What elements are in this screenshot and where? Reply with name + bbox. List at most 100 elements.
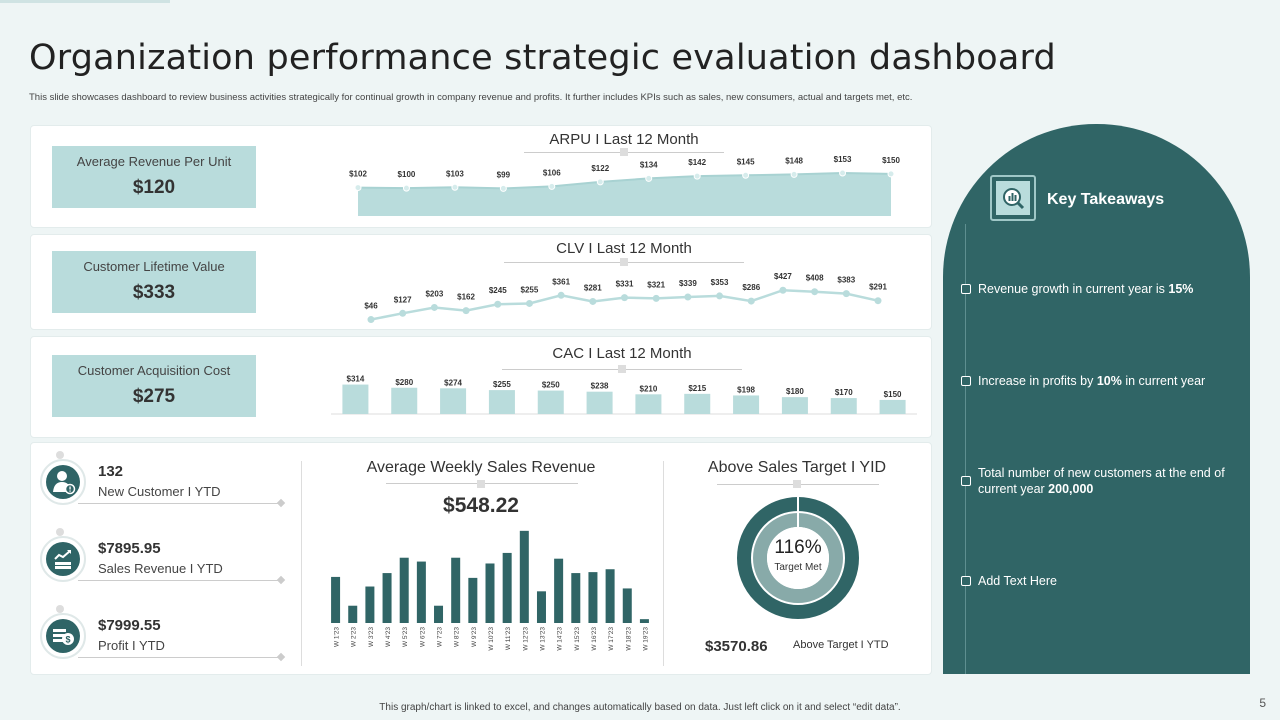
arpu-point [887, 170, 895, 178]
bottom-card: 132 New Customer I YTD $7895.95 Sales Re… [30, 442, 932, 675]
target-title: Above Sales Target I YID [707, 459, 887, 476]
new-customer-label: New Customer I YTD [98, 484, 221, 499]
arpu-data-label: $103 [446, 169, 464, 178]
weekly-sales-bar [485, 563, 495, 623]
arpu-point [354, 184, 362, 192]
cac-bar [879, 399, 906, 414]
takeaway-checkbox [961, 476, 971, 486]
takeaway-item: Increase in profits by 10% in current ye… [961, 373, 1231, 389]
clv-point [494, 300, 502, 308]
new-customer-kpi: 132 New Customer I YTD [40, 451, 286, 519]
takeaways-icon-frame [990, 175, 1036, 221]
sales-revenue-icon-frame [40, 536, 86, 582]
arpu-point [790, 170, 798, 178]
arpu-point [645, 174, 653, 182]
weekly-sales-tick-label: W 16'23 [591, 627, 598, 651]
page-number: 5 [1259, 696, 1266, 710]
weekly-sales-bar [348, 605, 358, 623]
weekly-sales-bar [365, 586, 375, 623]
arpu-point [742, 171, 750, 179]
clv-point [430, 303, 438, 311]
clv-data-label: $427 [774, 272, 792, 281]
clv-point [842, 290, 850, 298]
user-alert-icon [46, 465, 80, 499]
weekly-sales-tick-label: W 12'23 [522, 627, 529, 651]
new-customer-value: 132 [98, 463, 124, 480]
weekly-sales-tick-label: W 19'23 [642, 627, 649, 651]
clv-data-label: $353 [711, 278, 729, 287]
cac-bar [733, 395, 760, 414]
clv-data-label: $408 [806, 274, 824, 283]
weekly-sales-chart: W 1'23 W 2'23 W 3'23 W 4'23 W 5'23 W 6'23 W 7'… [331, 530, 649, 651]
clv-point [399, 309, 407, 317]
cac-data-label: $255 [493, 380, 511, 389]
weekly-sales-tick-label: W 17'23 [608, 627, 615, 651]
arpu-point [451, 183, 459, 191]
weekly-sales-tick-label: W 3'23 [368, 627, 375, 647]
page-subtitle: This slide showcases dashboard to review… [29, 92, 913, 103]
arpu-data-label: $99 [497, 170, 511, 179]
clv-data-label: $361 [552, 277, 570, 286]
clv-point [621, 294, 628, 302]
magnifier-chart-icon [996, 181, 1030, 215]
clv-point [811, 288, 819, 296]
clv-data-label: $203 [425, 289, 443, 298]
clv-data-label: $281 [584, 283, 602, 292]
new-customer-icon-frame [40, 459, 86, 505]
right-divider [663, 461, 664, 666]
clv-point [684, 293, 692, 301]
clv-point [557, 291, 565, 299]
arpu-point [402, 184, 410, 192]
clv-chart-title: CLV I Last 12 Month [556, 240, 692, 257]
arpu-data-label: $134 [640, 160, 658, 169]
clv-data-label: $162 [457, 293, 475, 302]
new-customer-marker [56, 451, 64, 459]
weekly-sales-bar [588, 572, 598, 623]
weekly-sales-tick-label: W 2'23 [351, 627, 358, 647]
takeaway-text: Revenue growth in current year is [978, 282, 1169, 296]
profit-divider-end [276, 652, 286, 662]
cac-bar [684, 393, 711, 414]
weekly-sales-tick-label: W 15'23 [574, 627, 581, 651]
arpu-kpi-box: Average Revenue Per Unit $120 [52, 146, 256, 208]
clv-title-marker [620, 258, 628, 266]
takeaway-highlight: 10% [1096, 374, 1122, 388]
cac-label: Customer Acquisition Cost [77, 363, 231, 378]
weekly-sales-bar [399, 557, 409, 623]
cac-bar [342, 384, 369, 414]
above-target-label: Above Target I YTD [793, 639, 889, 651]
arpu-area [358, 173, 891, 216]
cac-bar [440, 388, 467, 414]
arpu-chart-title: ARPU I Last 12 Month [549, 131, 699, 148]
clv-value: $333 [132, 282, 176, 303]
weekly-sales-title-marker [477, 480, 485, 488]
sales-revenue-divider [78, 580, 278, 581]
takeaway-item: Total number of new customers at the end… [961, 465, 1236, 497]
arpu-value: $120 [132, 177, 176, 198]
clv-label: Customer Lifetime Value [83, 259, 225, 274]
weekly-sales-title: Average Weekly Sales Revenue [366, 459, 596, 476]
cac-data-label: $280 [395, 378, 413, 387]
weekly-sales-bar [536, 591, 546, 623]
weekly-sales-bar [519, 530, 529, 623]
weekly-sales-bar [416, 561, 426, 623]
weekly-sales-bar [605, 569, 615, 623]
sales-revenue-kpi: $7895.95 Sales Revenue I YTD [40, 528, 286, 596]
weekly-sales-bar [502, 552, 512, 623]
target-center-value: 116% [774, 537, 822, 558]
weekly-sales-tick-label: W 5'23 [402, 627, 409, 647]
cac-value: $275 [132, 386, 176, 407]
profit-marker [56, 605, 64, 613]
clv-data-label: $46 [364, 302, 378, 311]
weekly-sales-tick-label: W 14'23 [557, 627, 564, 651]
key-takeaways-panel: Key Takeaways Revenue growth in current … [943, 124, 1250, 674]
clv-point [716, 292, 724, 300]
sales-revenue-marker [56, 528, 64, 536]
clv-point [462, 307, 470, 315]
cac-bar [635, 394, 662, 414]
weekly-sales-tick-label: W 11'23 [505, 627, 512, 651]
target-donut [737, 496, 859, 619]
takeaway-checkbox [961, 576, 971, 586]
arpu-point [499, 184, 507, 192]
target-title-marker [793, 480, 801, 488]
